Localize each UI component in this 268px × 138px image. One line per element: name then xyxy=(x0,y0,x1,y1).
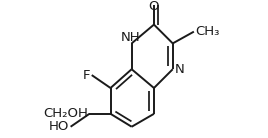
Text: HO: HO xyxy=(49,120,69,133)
Text: N: N xyxy=(174,63,184,76)
Text: O: O xyxy=(149,0,159,13)
Text: F: F xyxy=(83,69,91,82)
Text: CH₃: CH₃ xyxy=(195,25,219,38)
Text: NH: NH xyxy=(121,31,140,44)
Text: CH₂OH: CH₂OH xyxy=(44,107,88,120)
